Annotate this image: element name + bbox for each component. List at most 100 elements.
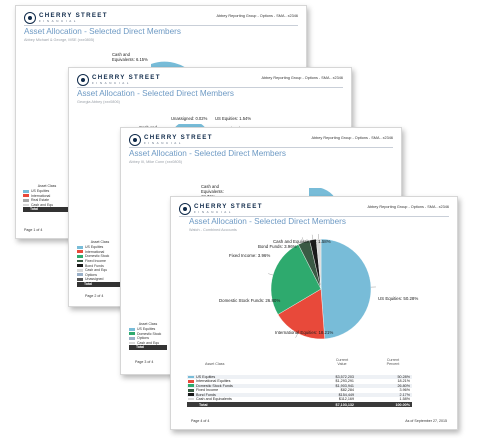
page-footer: Page 3 of 4 <box>135 360 154 364</box>
report-header: Abbey Reporting Group - Options - SMA - … <box>367 205 449 209</box>
table-row: Bond Funds $154,449 2.17% <box>187 392 412 397</box>
pie-slice <box>277 288 325 340</box>
table-row: Fixed Income $82,284 3.96% <box>187 388 412 392</box>
legend-row: US Equities <box>77 245 123 250</box>
page-footer: Page 2 of 4 <box>85 294 104 298</box>
legend-label: Options <box>137 336 150 341</box>
legend-label: US Equities <box>137 327 156 332</box>
legend-swatch <box>129 327 135 331</box>
pie-label-cash: Cash and Equivalents: 6.15% <box>112 52 148 62</box>
row-swatch <box>188 393 194 397</box>
pie-leader-line <box>295 333 299 338</box>
legend-label: International <box>31 193 51 198</box>
pie-label-us-equities: US Equities: 1.54% <box>215 116 252 121</box>
legend-table: Asset Class US Equities International Dome… <box>77 240 123 287</box>
page-title: Asset Allocation - Selected Direct Membe… <box>77 89 234 98</box>
row-current-value: $1,903,941 <box>335 383 354 388</box>
pie-slice-label: Domestic Stock Funds: 26.80% <box>219 298 280 303</box>
legend-rows: US Equities International Real Estate Cash … <box>23 189 71 207</box>
row-swatch <box>188 388 194 392</box>
total-percent: 100.00% <box>395 402 410 407</box>
legend-total: Total <box>129 345 167 351</box>
pie-slice-label: Fixed Income: 3.96% <box>229 253 270 258</box>
page-footer: Page 1 of 4 <box>24 228 43 232</box>
legend-swatch <box>129 332 135 336</box>
page-footer: Page 4 of 4 <box>191 419 210 423</box>
row-current-value: $154,449 <box>338 392 354 397</box>
legend-row: US Equities <box>23 189 71 194</box>
legend-swatch <box>129 337 135 340</box>
logo-mark-icon <box>24 12 36 24</box>
row-asset-class: Cash and Equivalents <box>196 397 232 402</box>
legend-swatch <box>23 194 29 198</box>
asset-class-table: Asset Class Current Value Current Percen… <box>187 357 412 409</box>
legend-rows: US Equities Domestic Stock Options Cash and… <box>129 327 167 345</box>
pie-leader-line <box>311 234 314 240</box>
row-asset-class: Bond Funds <box>196 392 216 397</box>
page-title: Asset Allocation - Selected Direct Membe… <box>24 27 181 36</box>
pie-slice <box>270 244 322 315</box>
pie-slice-label: US Equities: 50.28% <box>378 296 418 301</box>
legend-swatch <box>77 250 83 254</box>
page-subtitle: Watch - Combined Accounts <box>189 228 237 232</box>
header-rule <box>24 25 298 26</box>
page-subtitle: Abbey Michael & George, MSE (xxx0805) <box>24 38 95 42</box>
pie-slice-label: Cash and Equivalents: 1.58% <box>273 239 331 244</box>
legend-row: Domestic Stock <box>77 254 123 259</box>
header-rule <box>179 216 449 217</box>
row-current-percent: 3.96% <box>399 388 410 393</box>
legend-label: US Equities <box>31 189 50 194</box>
pie-leader-line <box>301 237 305 243</box>
legend-label: Domestic Stock <box>85 254 110 259</box>
legend-row: Bond Funds <box>77 263 123 268</box>
row-swatch <box>188 375 194 379</box>
legend-label: Options <box>85 272 98 277</box>
legend-row: Cash and Equ <box>129 341 167 346</box>
legend-row: Options <box>129 336 167 341</box>
row-current-percent: 50.28% <box>397 375 410 380</box>
legend-total: Total <box>23 207 71 213</box>
row-current-value: $82,284 <box>340 388 354 393</box>
legend-table: Asset Class US Equities International Real… <box>23 184 71 213</box>
table-row: US Equities $3,572,203 50.28% <box>187 375 412 380</box>
row-asset-class: Domestic Stock Funds <box>196 383 233 388</box>
legend-swatch <box>23 189 29 193</box>
pie-slice <box>320 238 372 340</box>
row-asset-class: International Equities <box>196 379 231 384</box>
row-current-percent: 18.21% <box>397 379 410 384</box>
report-header: Abbey Reporting Group - Options - SMA - … <box>311 136 393 140</box>
pie-label-unassigned: Unassigned: 0.02% <box>171 116 208 121</box>
legend-row: International <box>23 194 71 199</box>
header-rule <box>77 87 343 88</box>
legend-swatch <box>77 273 83 277</box>
legend-total: Total <box>77 281 123 287</box>
legend-row: Unassigned <box>77 277 123 282</box>
legend-label: Bond Funds <box>85 263 104 268</box>
row-current-percent: 1.58% <box>399 397 410 402</box>
row-current-percent: 26.80% <box>397 383 410 388</box>
report-header: Abbey Reporting Group - Options - SMA - … <box>261 76 343 80</box>
total-value: $7,103,132 <box>335 402 354 407</box>
legend-swatch <box>77 245 83 249</box>
page-subtitle: Abbey III, Mike Conn (xxx0805) <box>129 160 182 164</box>
col-header-current-percent: Current Percent <box>386 358 400 367</box>
row-swatch <box>188 384 194 388</box>
page-title: Asset Allocation - Selected Direct Membe… <box>129 149 286 158</box>
col-header-current-value: Current Value <box>335 358 349 367</box>
pie-leader-line <box>268 273 274 276</box>
row-swatch <box>188 380 194 383</box>
row-current-percent: 2.17% <box>399 392 410 397</box>
logo-mark-icon <box>179 203 191 215</box>
legend-label: Cash and Equ <box>31 203 54 208</box>
page-subtitle: Georgia Abbey (xxx0806) <box>77 100 120 104</box>
legend-swatch <box>77 268 83 272</box>
legend-label: International <box>85 249 105 254</box>
total-label: Total <box>199 402 208 407</box>
legend-label: Unassigned <box>85 277 104 282</box>
company-logo: CHERRY STREET FINANCIAL <box>77 74 161 86</box>
table-total-row: Total $7,103,132 100.00% <box>187 402 412 408</box>
legend-swatch <box>129 341 135 345</box>
company-logo: CHERRY STREET FINANCIAL <box>179 203 263 215</box>
legend-row: Fixed Income <box>77 259 123 264</box>
legend-table: Asset Class US Equities Domestic Stock Opt… <box>129 322 167 351</box>
